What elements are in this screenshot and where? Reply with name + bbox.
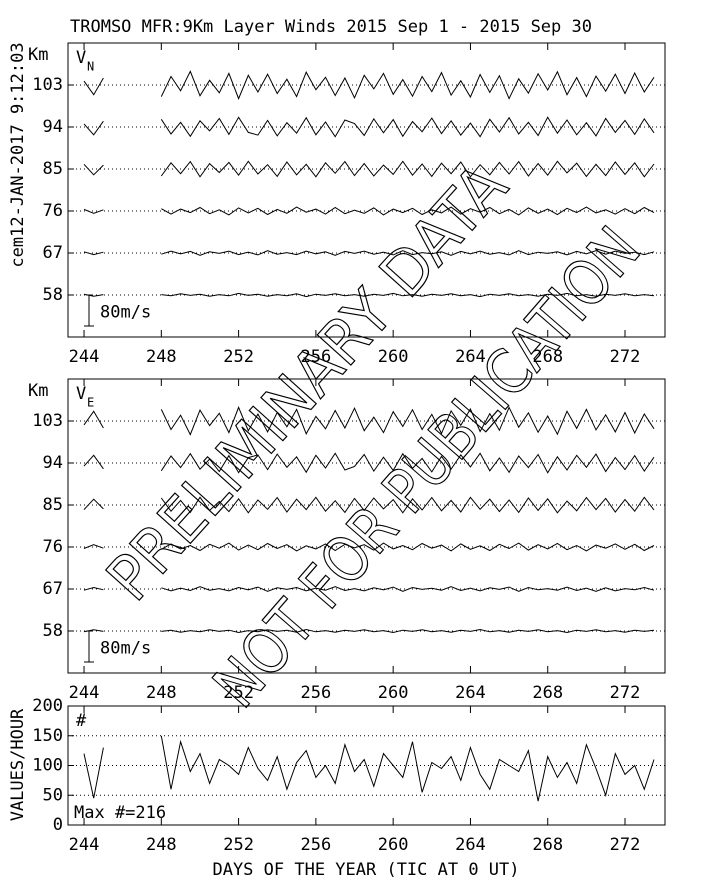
trace: [83, 208, 104, 214]
x-tick-label: 260: [378, 683, 409, 703]
y-tick-label: 100: [32, 756, 63, 776]
trace: [83, 251, 104, 256]
x-tick-label: 248: [146, 347, 177, 367]
y-tick-label: 76: [43, 201, 63, 221]
plot-frame: [67, 378, 666, 674]
y-tick-label: 150: [32, 726, 63, 746]
trace: [161, 586, 655, 592]
trace: [161, 206, 655, 216]
y-tick-label: 58: [43, 285, 63, 305]
trace: [83, 544, 104, 549]
y-unit-label: Km: [28, 381, 48, 401]
x-tick-label: 260: [378, 835, 409, 855]
y-axis-label: VALUES/HOUR: [8, 708, 28, 821]
x-tick-label: 272: [610, 347, 641, 367]
y-tick-label: 103: [32, 411, 63, 431]
y-tick-label: 76: [43, 537, 63, 557]
y-tick-label: 103: [32, 75, 63, 95]
y-tick-label: 85: [43, 495, 63, 515]
y-tick-label: 0: [53, 815, 63, 835]
x-tick-label: 268: [532, 347, 563, 367]
panel-label: V: [76, 48, 86, 68]
plot-frame: [67, 42, 666, 338]
x-tick-label: 268: [532, 683, 563, 703]
x-tick-label: 264: [455, 347, 486, 367]
x-tick-label: 256: [301, 683, 332, 703]
x-tick-label: 252: [223, 835, 254, 855]
scale-bar-label: 80m/s: [100, 303, 151, 323]
trace: [160, 116, 655, 138]
trace: [83, 163, 104, 176]
scale-bar-label: 80m/s: [100, 639, 151, 659]
y-tick-label: 58: [43, 621, 63, 641]
x-axis-label: DAYS OF THE YEAR (TIC AT 0 UT): [212, 860, 519, 877]
chart-title: TROMSO MFR:9Km Layer Winds 2015 Sep 1 - …: [70, 17, 592, 37]
trace: [160, 70, 655, 100]
y-tick-label: 94: [43, 117, 63, 137]
x-tick-label: 252: [223, 683, 254, 703]
x-tick-label: 256: [301, 835, 332, 855]
y-unit-label: Km: [28, 45, 48, 65]
x-tick-label: 244: [69, 835, 100, 855]
trace: [160, 452, 655, 474]
trace: [160, 735, 655, 802]
annotation: Max #=216: [74, 803, 166, 823]
trace: [83, 629, 104, 633]
trace: [160, 160, 655, 178]
x-tick-label: 248: [146, 835, 177, 855]
trace: [83, 120, 104, 136]
trace: [161, 542, 655, 552]
timestamp: cem12-JAN-2017 9:12:03: [8, 42, 28, 267]
trace: [160, 406, 655, 436]
trace: [83, 586, 104, 591]
trace: [161, 292, 655, 298]
x-tick-label: 244: [69, 683, 100, 703]
y-tick-label: 94: [43, 453, 63, 473]
x-tick-label: 260: [378, 347, 409, 367]
panel-label-sub: E: [87, 396, 94, 410]
panel-label: #: [76, 711, 87, 731]
trace: [161, 250, 655, 256]
trace: [83, 454, 104, 470]
x-tick-label: 268: [532, 835, 563, 855]
y-tick-label: 85: [43, 159, 63, 179]
trace: [83, 498, 104, 510]
trace: [161, 628, 655, 634]
panel-label-sub: N: [87, 60, 94, 74]
trace: [83, 77, 104, 96]
trace: [83, 293, 104, 297]
y-tick-label: 67: [43, 243, 63, 263]
y-tick-label: 67: [43, 579, 63, 599]
x-tick-label: 248: [146, 683, 177, 703]
x-tick-label: 264: [455, 835, 486, 855]
panel-label: V: [76, 384, 86, 404]
x-tick-label: 256: [301, 347, 332, 367]
trace: [83, 410, 104, 429]
trace: [83, 747, 104, 799]
x-tick-label: 264: [455, 683, 486, 703]
x-tick-label: 252: [223, 347, 254, 367]
x-tick-label: 244: [69, 347, 100, 367]
y-tick-label: 50: [43, 785, 63, 805]
x-tick-label: 272: [610, 835, 641, 855]
y-tick-label: 200: [32, 696, 63, 716]
x-tick-label: 272: [610, 683, 641, 703]
trace: [160, 496, 655, 514]
